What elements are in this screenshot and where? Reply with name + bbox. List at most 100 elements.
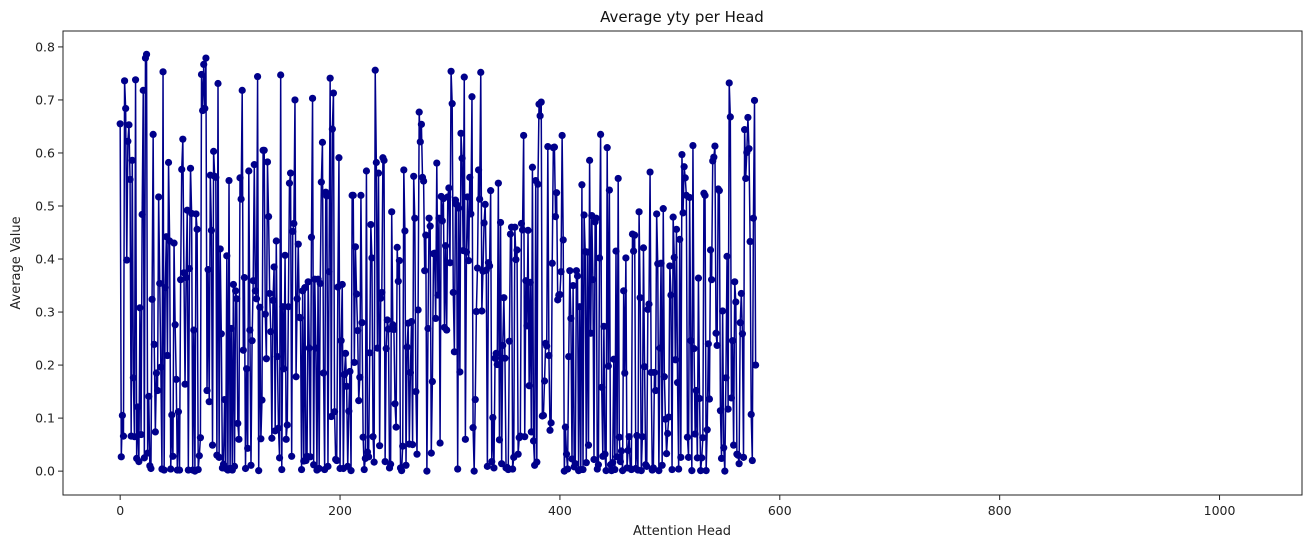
data-point: [578, 181, 586, 189]
data-point: [278, 465, 286, 474]
x-tick-label: 200: [328, 503, 352, 518]
data-point: [197, 70, 206, 79]
chart-title: Average yty per Head: [600, 8, 764, 26]
data-point: [294, 240, 302, 248]
data-point: [373, 344, 382, 352]
data-point: [229, 280, 237, 289]
data-point: [425, 214, 433, 222]
data-point: [275, 454, 284, 462]
data-point: [492, 349, 500, 358]
data-point: [701, 191, 709, 199]
data-point: [383, 316, 391, 324]
data-point: [421, 267, 429, 275]
data-point: [376, 442, 384, 450]
data-point: [583, 248, 592, 256]
data-point: [673, 378, 682, 387]
data-point: [746, 237, 754, 246]
data-point: [347, 467, 355, 475]
data-point: [481, 200, 489, 208]
data-point: [649, 464, 657, 472]
data-point: [589, 276, 597, 284]
data-point: [600, 322, 608, 330]
data-point: [699, 434, 707, 442]
data-point: [646, 168, 654, 176]
data-point: [337, 337, 345, 345]
data-point: [142, 50, 151, 58]
data-point: [343, 382, 351, 390]
data-point: [742, 174, 750, 183]
data-point: [636, 294, 644, 302]
data-point: [116, 120, 124, 128]
data-point: [523, 322, 531, 330]
data-point: [675, 465, 683, 473]
data-point: [525, 382, 533, 390]
data-point: [193, 225, 201, 233]
data-point: [528, 163, 537, 171]
data-point: [324, 462, 332, 470]
data-point: [236, 174, 244, 182]
data-point: [667, 291, 675, 299]
data-point: [639, 244, 648, 252]
data-point: [279, 303, 287, 311]
data-point: [511, 223, 519, 231]
data-point: [329, 89, 338, 97]
data-point: [485, 262, 494, 270]
data-point: [565, 353, 573, 361]
data-point: [671, 356, 679, 364]
data-point: [445, 184, 453, 192]
data-point: [625, 433, 633, 441]
data-point: [463, 193, 472, 201]
x-tick-label: 0: [116, 503, 124, 518]
data-point: [144, 449, 152, 457]
data-point: [255, 467, 263, 475]
data-point: [349, 191, 357, 199]
data-point: [741, 126, 749, 134]
data-point: [340, 371, 349, 379]
data-point: [539, 411, 548, 420]
data-point: [462, 248, 471, 256]
data-point: [414, 306, 422, 314]
data-point: [505, 337, 513, 345]
data-point: [720, 444, 728, 452]
data-point: [447, 67, 455, 75]
data-point: [736, 319, 744, 327]
data-point: [556, 290, 564, 299]
data-point: [650, 368, 659, 377]
data-point: [670, 253, 678, 262]
data-point: [620, 287, 628, 295]
y-tick-label: 0.2: [35, 358, 55, 373]
data-point: [455, 204, 463, 212]
data-point: [490, 464, 498, 472]
data-point: [432, 314, 440, 323]
data-point: [427, 449, 435, 457]
data-point: [225, 176, 233, 185]
data-point: [458, 154, 466, 162]
data-point: [186, 164, 195, 172]
data-point: [676, 235, 684, 243]
data-point: [196, 434, 205, 442]
data-point: [266, 289, 274, 298]
data-point: [590, 455, 598, 464]
data-point: [148, 295, 156, 303]
data-point: [723, 252, 731, 260]
data-point: [215, 453, 223, 461]
data-point: [201, 104, 209, 113]
data-point: [420, 177, 428, 185]
data-point: [240, 273, 248, 282]
data-point: [739, 453, 748, 461]
data-point: [529, 437, 538, 445]
data-point: [368, 254, 376, 262]
data-point: [288, 452, 296, 460]
data-point: [234, 419, 242, 428]
data-point: [185, 264, 194, 273]
x-tick-label: 800: [988, 503, 1012, 518]
data-point: [416, 138, 424, 146]
data-point: [409, 441, 417, 449]
data-point: [725, 79, 733, 87]
data-point: [369, 433, 377, 441]
data-point: [367, 220, 375, 229]
data-point: [171, 321, 179, 329]
data-point: [406, 368, 414, 377]
data-point: [495, 436, 504, 444]
